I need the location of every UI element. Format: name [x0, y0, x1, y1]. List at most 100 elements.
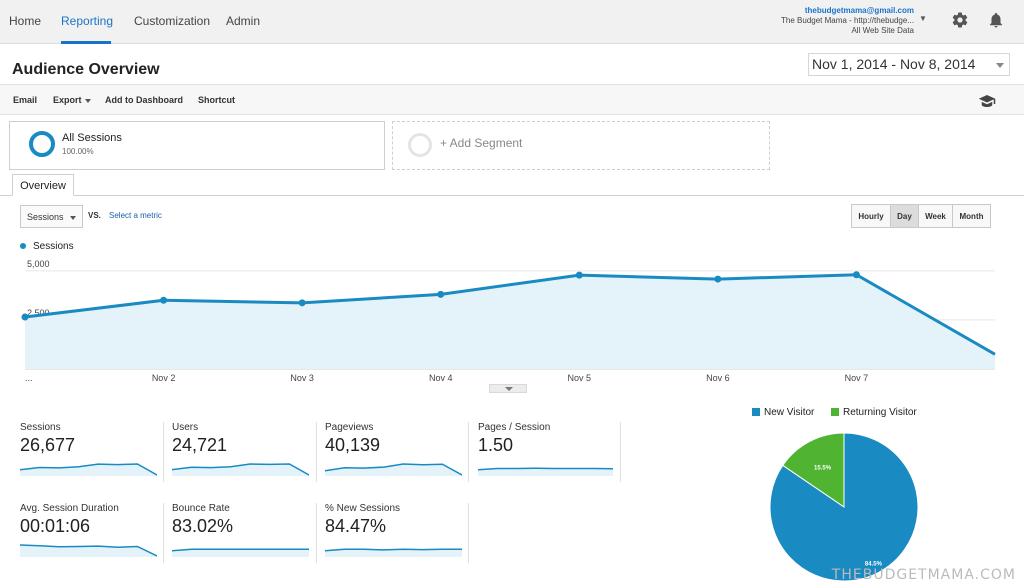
data-point[interactable]: [298, 299, 306, 307]
tab-divider: [0, 195, 1024, 196]
metric-label: Avg. Session Duration: [20, 503, 119, 514]
metric-tile[interactable]: Sessions 26,677: [20, 422, 165, 497]
sparkline-line: [20, 463, 157, 476]
sparkline-line: [325, 463, 462, 476]
metric-divider: [316, 503, 317, 563]
divider: [0, 84, 1024, 85]
data-point[interactable]: [437, 290, 445, 298]
chevron-down-icon: [505, 387, 513, 391]
mortarboard-icon[interactable]: [978, 94, 996, 108]
account-dropdown-icon[interactable]: ▼: [919, 14, 927, 23]
metric-label: Pages / Session: [478, 422, 551, 433]
series-legend-label: Sessions: [33, 241, 74, 252]
sparkline-line: [172, 463, 309, 476]
empty-segment-icon: [408, 133, 432, 157]
metric-select-value: Sessions: [27, 212, 64, 222]
pie-slice[interactable]: [769, 432, 919, 582]
data-point[interactable]: [575, 271, 583, 279]
legend-swatch: [752, 408, 760, 416]
metric-tile[interactable]: % New Sessions 84.47%: [325, 503, 470, 578]
account-selector[interactable]: thebudgetmama@gmail.com The Budget Mama …: [781, 6, 914, 36]
date-range-picker[interactable]: Nov 1, 2014 - Nov 8, 2014: [808, 53, 1010, 76]
data-point[interactable]: [852, 271, 860, 279]
metric-tile[interactable]: Pages / Session 1.50: [478, 422, 623, 497]
metric-sparkline: [478, 467, 613, 476]
metric-tile[interactable]: Users 24,721: [172, 422, 317, 497]
metric-sparkline: [172, 548, 309, 557]
data-point[interactable]: [714, 275, 722, 283]
sparkline-area: [478, 468, 613, 476]
sparkline-area: [20, 464, 157, 476]
pie-slice-label: 84.5%: [865, 562, 883, 568]
hourly-button[interactable]: Hourly: [851, 204, 891, 228]
metric-label: Sessions: [20, 422, 61, 433]
metric-select[interactable]: Sessions: [20, 205, 83, 228]
month-button[interactable]: Month: [952, 204, 991, 228]
metric-value: 1.50: [478, 435, 514, 455]
metric-divider: [163, 422, 164, 482]
metric-tile[interactable]: Pageviews 40,139: [325, 422, 470, 497]
legend-label: Returning Visitor: [843, 407, 917, 418]
data-point[interactable]: [21, 313, 29, 321]
sparkline-line: [325, 548, 462, 552]
segment-all-sessions[interactable]: All Sessions 100.00%: [9, 121, 385, 170]
legend-label: New Visitor: [764, 407, 815, 418]
pie-legend-new[interactable]: New Visitor: [752, 407, 814, 418]
metric-value: 84.47%: [325, 516, 387, 536]
metric-value: 24,721: [172, 435, 228, 455]
gear-icon[interactable]: [951, 11, 969, 29]
segment-name: All Sessions: [62, 132, 122, 144]
x-tick-label: Nov 6: [706, 373, 730, 383]
metric-divider: [316, 422, 317, 482]
series-legend-dot: [20, 243, 26, 249]
sparkline-area: [325, 549, 462, 557]
report-toolbar: Email Export Add to Dashboard Shortcut: [0, 85, 1024, 115]
metric-sparkline: [325, 548, 462, 557]
week-button[interactable]: Week: [918, 204, 953, 228]
segment-percentage: 100.00%: [62, 147, 94, 156]
email-button[interactable]: Email: [13, 95, 38, 105]
page-title: Audience Overview: [12, 61, 160, 78]
add-to-dashboard-button[interactable]: Add to Dashboard: [105, 95, 183, 105]
watermark: THEBUDGETMAMA.COM: [831, 567, 1016, 583]
visitor-pie-chart: 15.5% 84.5%: [769, 432, 919, 582]
metric-value: 00:01:06: [20, 516, 91, 536]
sparkline-area: [20, 545, 157, 557]
metric-divider: [620, 422, 621, 482]
x-tick-label: ...: [25, 373, 33, 383]
add-segment-label: + Add Segment: [440, 136, 523, 150]
day-button[interactable]: Day: [890, 204, 919, 228]
active-nav-indicator: [61, 41, 111, 44]
sparkline-area: [172, 549, 309, 557]
shortcut-button[interactable]: Shortcut: [198, 95, 235, 105]
metric-label: % New Sessions: [325, 503, 401, 514]
metric-label: Bounce Rate: [172, 503, 230, 514]
x-tick-label: Nov 4: [429, 373, 453, 383]
metric-sparkline: [20, 463, 157, 476]
metric-value: 40,139: [325, 435, 381, 455]
chevron-down-icon: [70, 216, 76, 220]
account-email: thebudgetmama@gmail.com: [804, 6, 914, 15]
export-button[interactable]: Export: [53, 95, 91, 105]
metric-tile[interactable]: Bounce Rate 83.02%: [172, 503, 317, 578]
nav-admin[interactable]: Admin: [226, 14, 261, 28]
chart-collapse-toggle[interactable]: [489, 384, 527, 393]
pie-legend-returning[interactable]: Returning Visitor: [831, 407, 917, 418]
metric-tile[interactable]: Avg. Session Duration 00:01:06: [20, 503, 165, 578]
granularity-toggle: Hourly Day Week Month: [851, 204, 991, 228]
metric-divider: [468, 422, 469, 482]
nav-reporting[interactable]: Reporting: [61, 14, 114, 28]
nav-home[interactable]: Home: [9, 14, 42, 28]
nav-customization[interactable]: Customization: [134, 14, 211, 28]
add-segment-button[interactable]: + Add Segment: [392, 121, 770, 170]
top-nav: Home Reporting Customization Admin thebu…: [0, 0, 1024, 44]
tab-overview[interactable]: Overview: [12, 174, 74, 196]
chevron-down-icon: [996, 63, 1004, 68]
pie-slice-label: 15.5%: [814, 465, 832, 471]
pie-slice[interactable]: [782, 432, 845, 508]
sparkline-line: [478, 467, 613, 471]
x-tick-label: Nov 2: [152, 373, 176, 383]
bell-icon[interactable]: [987, 11, 1005, 29]
data-point[interactable]: [160, 296, 168, 304]
select-metric-link[interactable]: Select a metric: [109, 211, 162, 220]
